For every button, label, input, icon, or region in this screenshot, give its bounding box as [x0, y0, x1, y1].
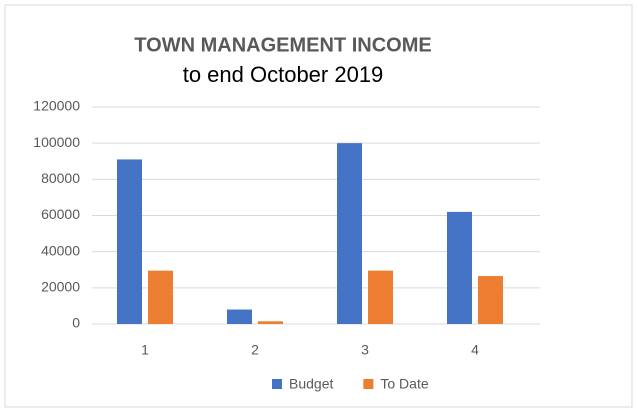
y-tick-label: 80000	[41, 170, 80, 186]
x-tick-label: 3	[361, 342, 369, 358]
legend-swatch	[363, 379, 374, 389]
y-tick-label: 0	[72, 315, 80, 331]
chart-subtitle: to end October 2019	[183, 62, 384, 87]
y-tick-label: 20000	[41, 279, 80, 295]
y-tick-label: 40000	[41, 242, 80, 258]
legend-swatch	[272, 379, 282, 389]
y-tick-label: 60000	[41, 206, 80, 222]
chart-title: TOWN MANAGEMENT INCOME	[134, 34, 431, 56]
x-tick-label: 4	[471, 342, 479, 358]
legend-label: To Date	[380, 376, 428, 392]
x-tick-label: 2	[251, 342, 259, 358]
y-tick-label: 120000	[33, 98, 80, 114]
bar	[258, 321, 283, 324]
bar	[447, 211, 472, 324]
chart-frame	[4, 4, 633, 408]
bar	[368, 270, 393, 324]
bar	[337, 143, 362, 324]
legend-label: Budget	[289, 376, 333, 392]
bar	[227, 309, 252, 324]
bar	[117, 159, 142, 324]
bar	[148, 270, 173, 324]
bar	[478, 276, 503, 324]
y-tick-label: 100000	[33, 134, 80, 150]
x-tick-label: 1	[141, 342, 149, 358]
